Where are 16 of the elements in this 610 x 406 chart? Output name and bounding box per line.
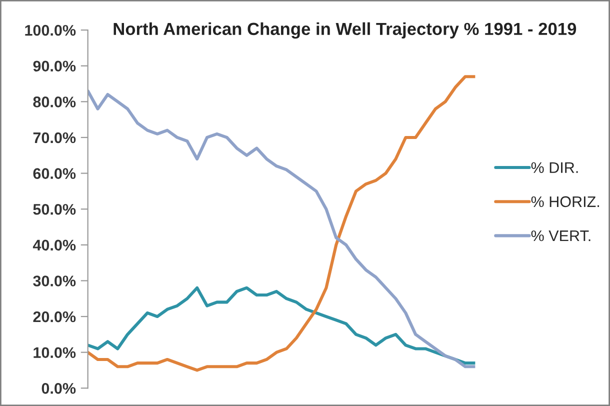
y-tick-label: 100.0% <box>25 24 76 36</box>
y-tick-label: 90.0% <box>33 60 76 72</box>
line-series <box>88 286 476 365</box>
y-tick-label: 20.0% <box>33 311 76 322</box>
y-tick-label: 80.0% <box>33 96 76 108</box>
y-tick-label: 10.0% <box>34 347 76 358</box>
legend-label: % DIR. <box>531 162 578 173</box>
y-tick-label: 0.0% <box>42 383 76 394</box>
y-tick-label: 70.0% <box>33 132 76 144</box>
y-tick-label: 40.0% <box>32 240 76 251</box>
y-tick-label: 60.0% <box>33 168 76 179</box>
chart-title: North American Change in Well Trajectory % 1991 - 2019 <box>114 22 576 39</box>
legend-label: % HORIZ. <box>531 196 599 208</box>
y-tick-label: 30.0% <box>33 276 76 286</box>
y-tick-label: 50.0% <box>33 204 76 215</box>
legend-label: % VERT. <box>531 230 590 242</box>
